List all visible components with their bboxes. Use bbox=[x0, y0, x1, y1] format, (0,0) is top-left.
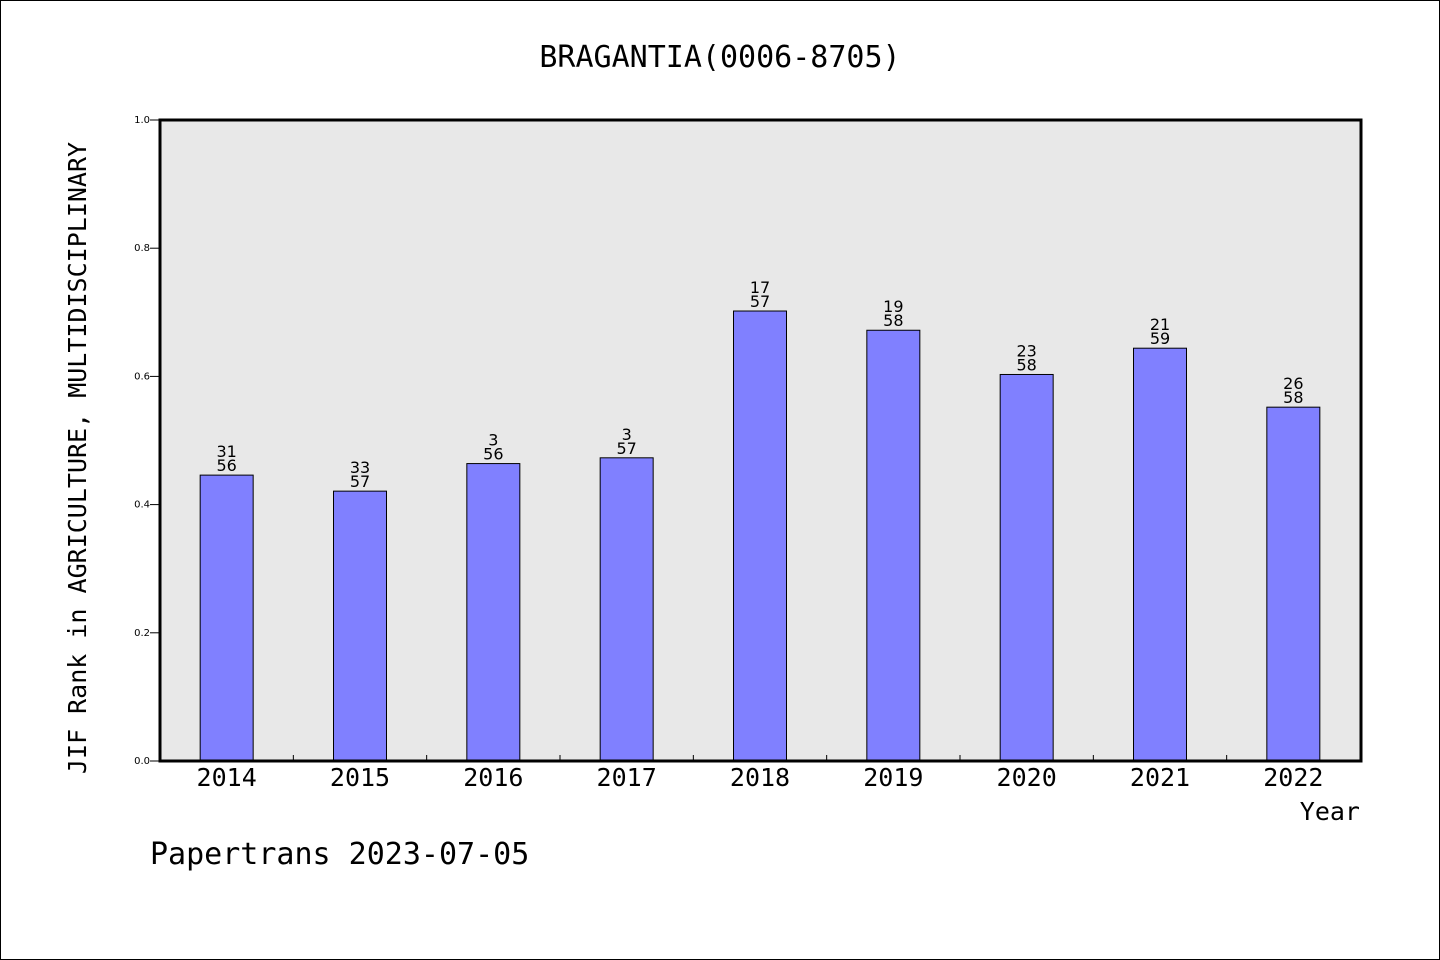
x-axis: 2014 2015 2016 2017 2018 2019 2020 2021 2022 bbox=[197, 755, 1323, 792]
plot-border bbox=[158, 118, 1363, 763]
y-tick-label: 0.2 bbox=[134, 628, 150, 639]
y-axis: 0.0 0.2 0.4 0.6 0.8 1.0 bbox=[134, 115, 160, 767]
y-tick-label: 1.0 bbox=[134, 115, 150, 126]
bar-label-rank: 3 bbox=[488, 431, 498, 450]
x-tick-label: 2017 bbox=[597, 763, 657, 792]
bar-2014 bbox=[199, 474, 254, 762]
bar-label-rank: 26 bbox=[1283, 374, 1303, 393]
bar-label-rank: 33 bbox=[350, 458, 370, 477]
y-tick-label: 0.8 bbox=[134, 243, 150, 254]
bar-label-rank: 31 bbox=[216, 442, 236, 461]
bar-label-total: 59 bbox=[1150, 329, 1170, 348]
y-axis-label: JIF Rank in AGRICULTURE, MULTIDISCIPLINA… bbox=[63, 142, 92, 774]
bar-2018 bbox=[733, 310, 787, 762]
x-axis-label: Year bbox=[1300, 797, 1360, 826]
bar-2020 bbox=[999, 373, 1054, 762]
x-tick-label: 2018 bbox=[730, 763, 790, 792]
y-tick-label: 0.4 bbox=[134, 500, 150, 511]
y-tick-label: 0.6 bbox=[134, 371, 150, 382]
bar-label-total: 57 bbox=[750, 292, 770, 311]
bar-label-total: 56 bbox=[483, 445, 503, 464]
x-tick-label: 2016 bbox=[463, 763, 523, 792]
bar-label-total: 58 bbox=[1283, 388, 1303, 407]
bar-label-total: 57 bbox=[616, 439, 636, 458]
bar-2022 bbox=[1266, 406, 1321, 762]
bar-label-rank: 3 bbox=[622, 425, 632, 444]
bar-2016 bbox=[466, 463, 521, 762]
footer-text: Papertrans 2023-07-05 bbox=[150, 837, 529, 872]
bar-label-total: 58 bbox=[883, 311, 903, 330]
bar-label-total: 56 bbox=[216, 456, 236, 475]
chart-title: BRAGANTIA(0006-8705) bbox=[539, 40, 900, 75]
bar-2017 bbox=[599, 457, 654, 762]
y-tick-label: 0.0 bbox=[134, 756, 150, 767]
bar-label-rank: 21 bbox=[1150, 315, 1170, 334]
bar-label-rank: 23 bbox=[1016, 341, 1036, 360]
x-tick-label: 2014 bbox=[197, 763, 257, 792]
x-tick-label: 2020 bbox=[997, 763, 1057, 792]
x-tick-label: 2015 bbox=[330, 763, 390, 792]
bar-2021 bbox=[1133, 347, 1187, 762]
bar-label-rank: 17 bbox=[750, 278, 770, 297]
bar-label-total: 57 bbox=[350, 472, 370, 491]
bar-label-total: 58 bbox=[1016, 355, 1036, 374]
x-tick-label: 2019 bbox=[863, 763, 923, 792]
x-tick-label: 2022 bbox=[1263, 763, 1323, 792]
bar-label-rank: 19 bbox=[883, 297, 903, 316]
bar-2015 bbox=[333, 490, 387, 762]
bar-2019 bbox=[866, 329, 921, 762]
x-tick-label: 2021 bbox=[1130, 763, 1190, 792]
bars bbox=[199, 310, 1321, 762]
